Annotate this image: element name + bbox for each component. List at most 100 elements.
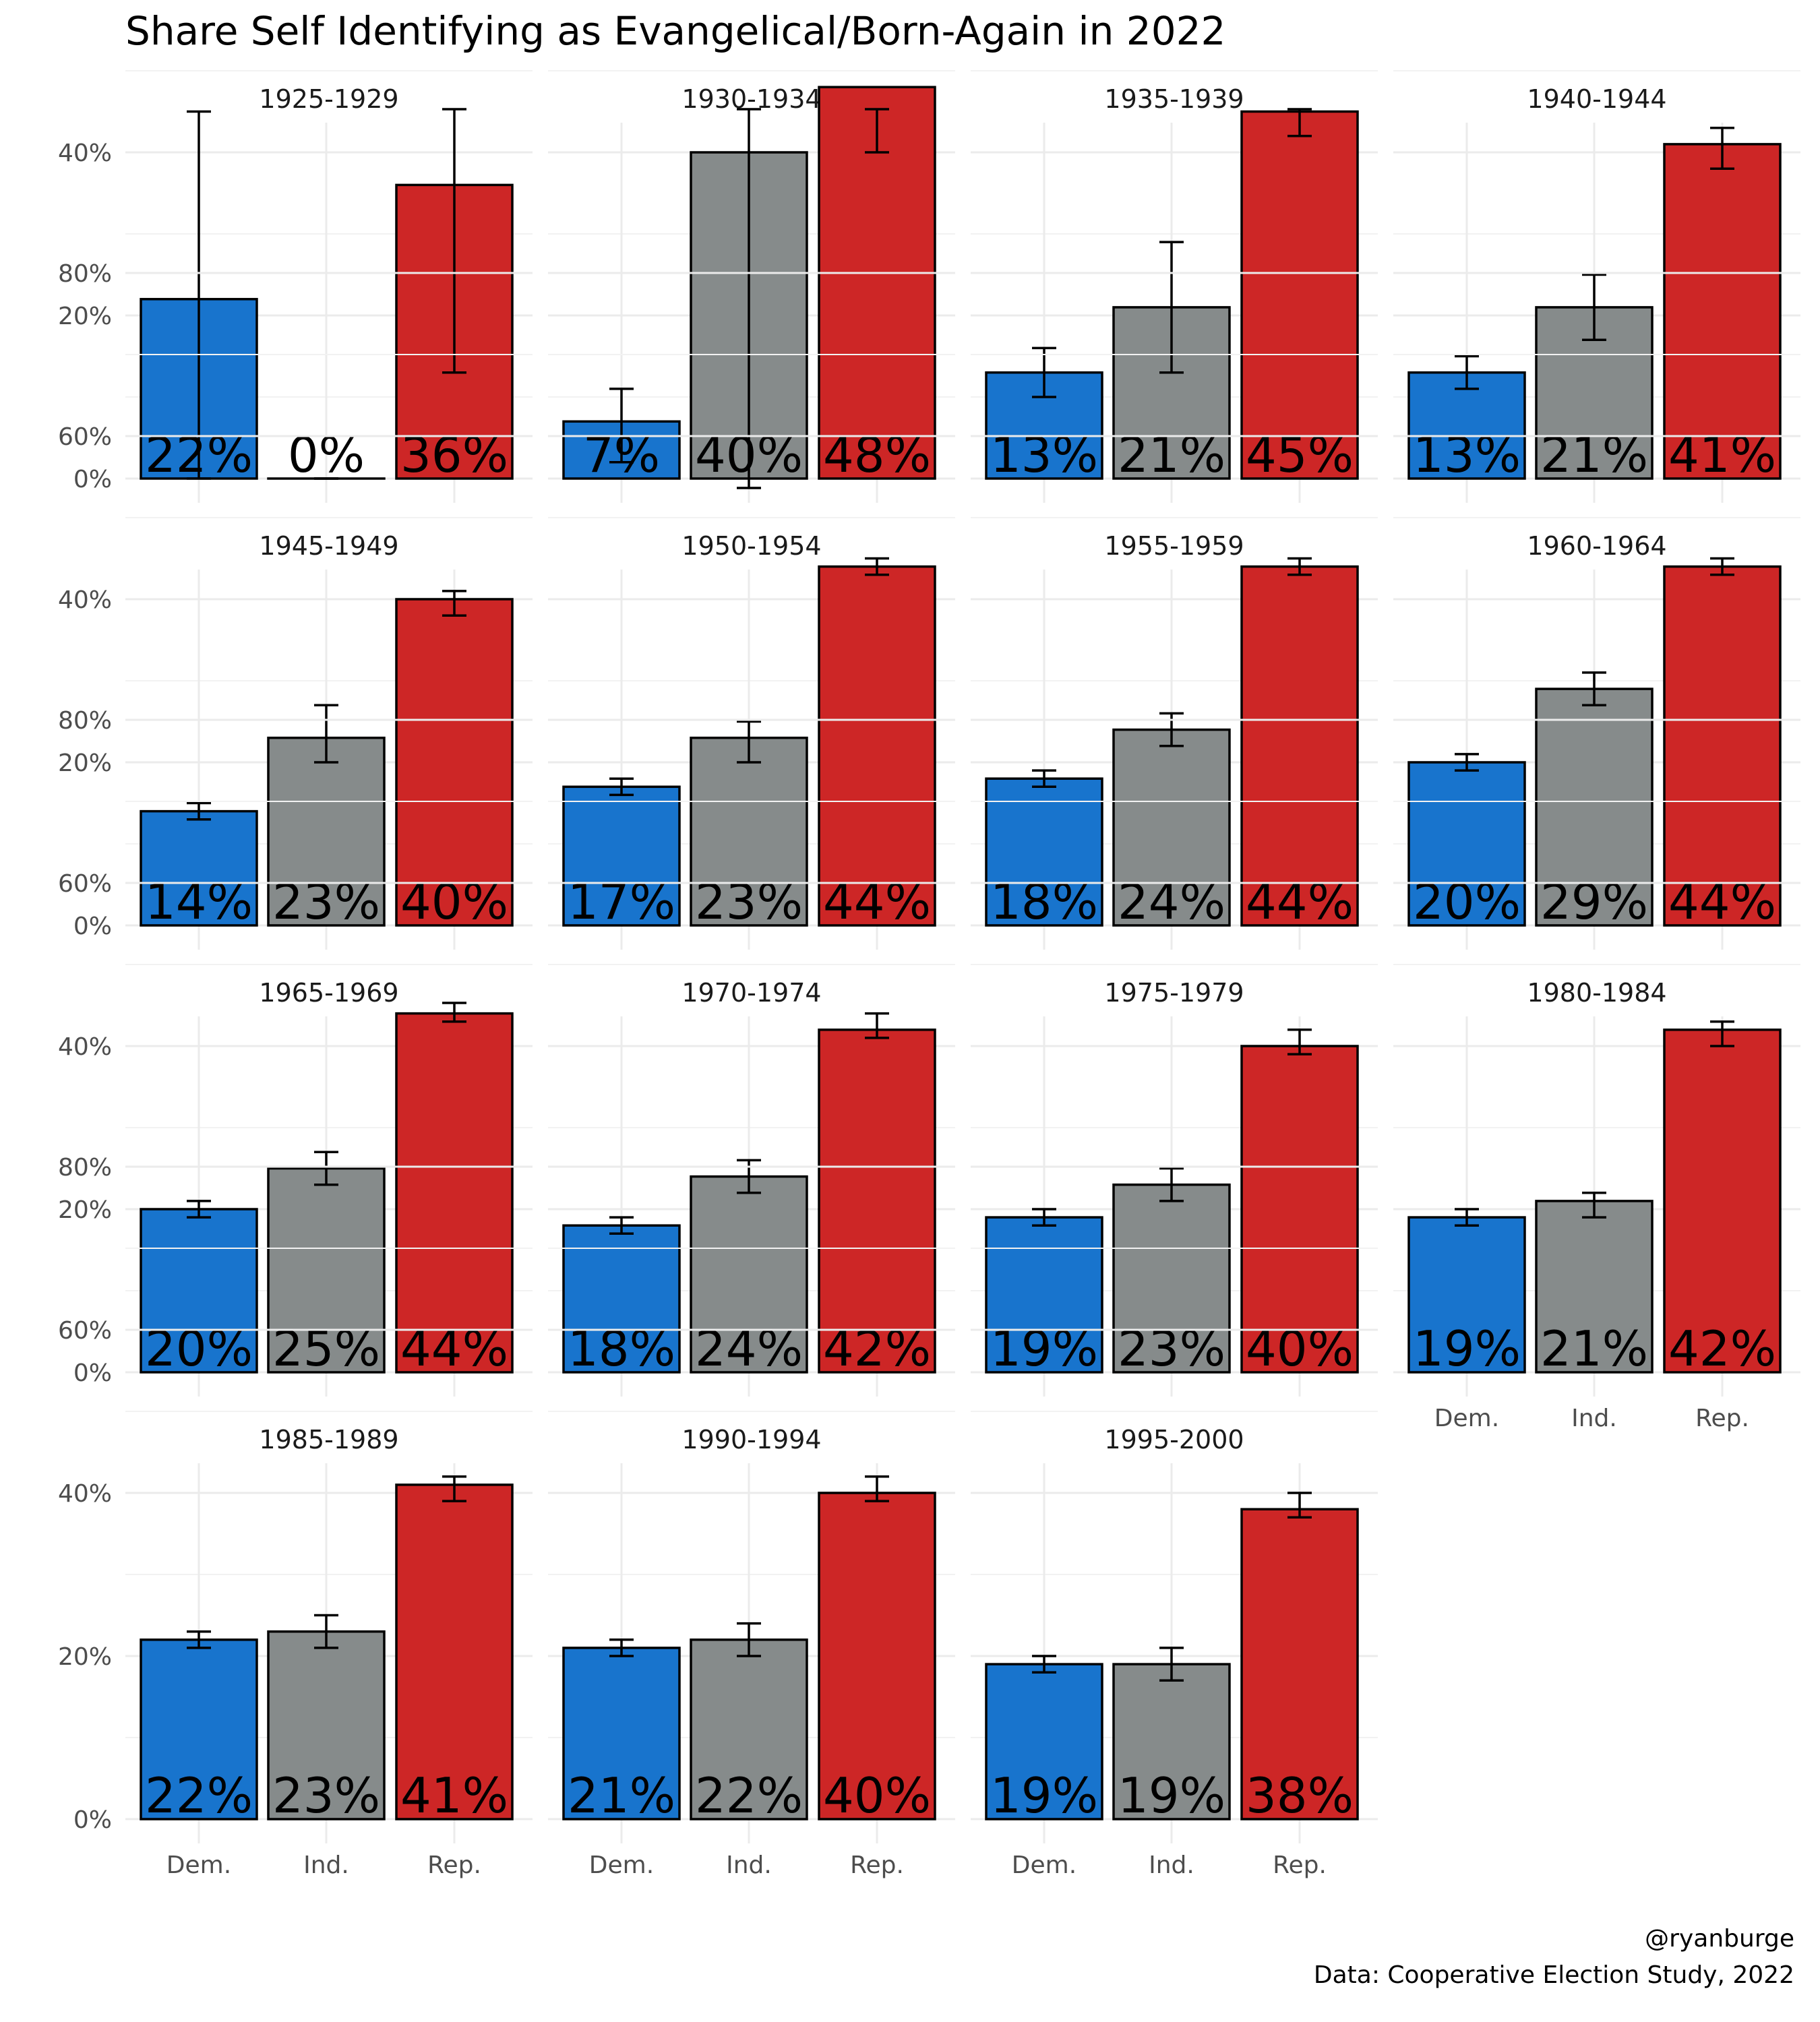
x-tick-label: Rep. (1273, 1851, 1327, 1879)
error-bar (1582, 1192, 1606, 1219)
bar-rep (1240, 110, 1359, 480)
facet-label: 1980-1984 (1527, 978, 1666, 1008)
error-bar (1710, 126, 1734, 170)
facet-label: 1965-1969 (259, 978, 398, 1008)
error-bar (865, 1475, 889, 1502)
error-bar (1287, 557, 1312, 576)
error-bar (609, 1638, 634, 1657)
y-tick-label: 40% (58, 586, 112, 614)
error-bar (1032, 1655, 1056, 1674)
x-tick-label: Ind. (1149, 1851, 1194, 1879)
chart-title: Share Self Identifying as Evangelical/Bo… (125, 8, 1225, 54)
bar-rep (1663, 565, 1782, 927)
caption-handle: @ryanburge (1645, 1925, 1794, 1953)
error-bar (737, 108, 761, 489)
y-tick-label: 0% (73, 466, 112, 493)
x-tick-label: Dem. (1434, 1405, 1499, 1432)
x-tick-label: Dem. (589, 1851, 654, 1879)
x-tick-label: Ind. (1571, 1405, 1617, 1432)
facet-label: 1970-1974 (681, 978, 821, 1008)
bar-rep (1240, 1508, 1359, 1820)
facet-1995-2000: 1995-2000 19% 19% 38% Dem. Ind. Rep. (971, 1165, 1378, 1879)
data-label: 40% (823, 1767, 931, 1824)
facet-1985-1989: 1985-1989 0% 20% 40% 60% 80% 22% 23% 41% Dem. Ind.… (58, 1154, 533, 1879)
facet-1980-1984: 1980-1984 19% 21% 42% Dem. Ind. Rep. (1393, 718, 1800, 1432)
data-label: 42% (1668, 1320, 1776, 1377)
bar-rep (1663, 1029, 1782, 1374)
data-label: 21% (1540, 1320, 1648, 1377)
bar-ind (267, 736, 386, 927)
facet-label: 1975-1979 (1104, 978, 1244, 1008)
bar-dem (985, 1663, 1103, 1820)
x-tick-label: Dem. (1012, 1851, 1076, 1879)
error-bar (1159, 241, 1184, 374)
bar-dem (140, 809, 258, 927)
bar-rep (818, 1492, 936, 1820)
x-tick-label: Ind. (726, 1851, 772, 1879)
error-bar (314, 704, 338, 764)
bar-ind (1112, 1183, 1231, 1374)
error-bar (1455, 753, 1479, 772)
bar-ind (267, 1630, 386, 1820)
data-label: 19% (1413, 1320, 1521, 1377)
error-bar (737, 1622, 761, 1657)
error-bar (865, 108, 889, 154)
error-bar (314, 1151, 338, 1186)
error-bar (1710, 1020, 1734, 1047)
y-tick-label: 40% (58, 140, 112, 167)
error-bar (187, 110, 211, 480)
bar-dem (562, 1224, 681, 1374)
y-tick-label: 0% (73, 1359, 112, 1387)
error-bar (1710, 557, 1734, 576)
y-tick-label: 20% (58, 1643, 112, 1671)
caption-source: Data: Cooperative Election Study, 2022 (1314, 1961, 1794, 1989)
y-tick-label: 20% (58, 749, 112, 777)
y-tick-label: 20% (58, 1196, 112, 1224)
error-bar (1582, 273, 1606, 342)
facet-panels: 1925-19290%20%40%60%80%22%0%36%1930-1934… (58, 0, 1800, 1879)
error-bar (1032, 769, 1056, 789)
x-tick-label: Rep. (850, 1851, 904, 1879)
y-tick-label: 80% (58, 707, 112, 735)
error-bar (1287, 108, 1312, 137)
error-bar (1455, 355, 1479, 390)
bar-rep (818, 1029, 936, 1374)
bar-dem (985, 1216, 1103, 1374)
error-bar (1287, 1492, 1312, 1519)
error-bar (609, 388, 634, 464)
error-bar (865, 557, 889, 576)
data-label: 38% (1246, 1767, 1354, 1824)
y-tick-label: 40% (58, 1033, 112, 1061)
bar-ind (1112, 1663, 1231, 1820)
facet-1990-1994: 1990-1994 21% 22% 40% Dem. Ind. Rep. (548, 1165, 955, 1879)
error-bar (1032, 1208, 1056, 1227)
bar-ind (1535, 687, 1654, 927)
bar-dem (140, 1638, 258, 1820)
bar-dem (1407, 371, 1526, 480)
facet-label: 1985-1989 (259, 1425, 398, 1454)
error-bar (737, 720, 761, 764)
bar-rep (1240, 1045, 1359, 1374)
bar-dem (140, 1208, 258, 1374)
error-bar (865, 1012, 889, 1039)
error-bar (1159, 712, 1184, 747)
bar-ind (690, 1638, 808, 1820)
facet-label: 1955-1959 (1104, 531, 1244, 561)
x-tick-label: Rep. (427, 1851, 481, 1879)
bar-ind (1535, 1200, 1654, 1374)
error-bar (1582, 671, 1606, 707)
bar-ind (1112, 728, 1231, 927)
error-bar (442, 108, 466, 374)
error-bar (609, 777, 634, 797)
data-label: 41% (400, 1767, 508, 1824)
facet-label: 1960-1964 (1527, 531, 1666, 561)
error-bar (737, 1159, 761, 1194)
y-tick-label: 80% (58, 1154, 112, 1182)
